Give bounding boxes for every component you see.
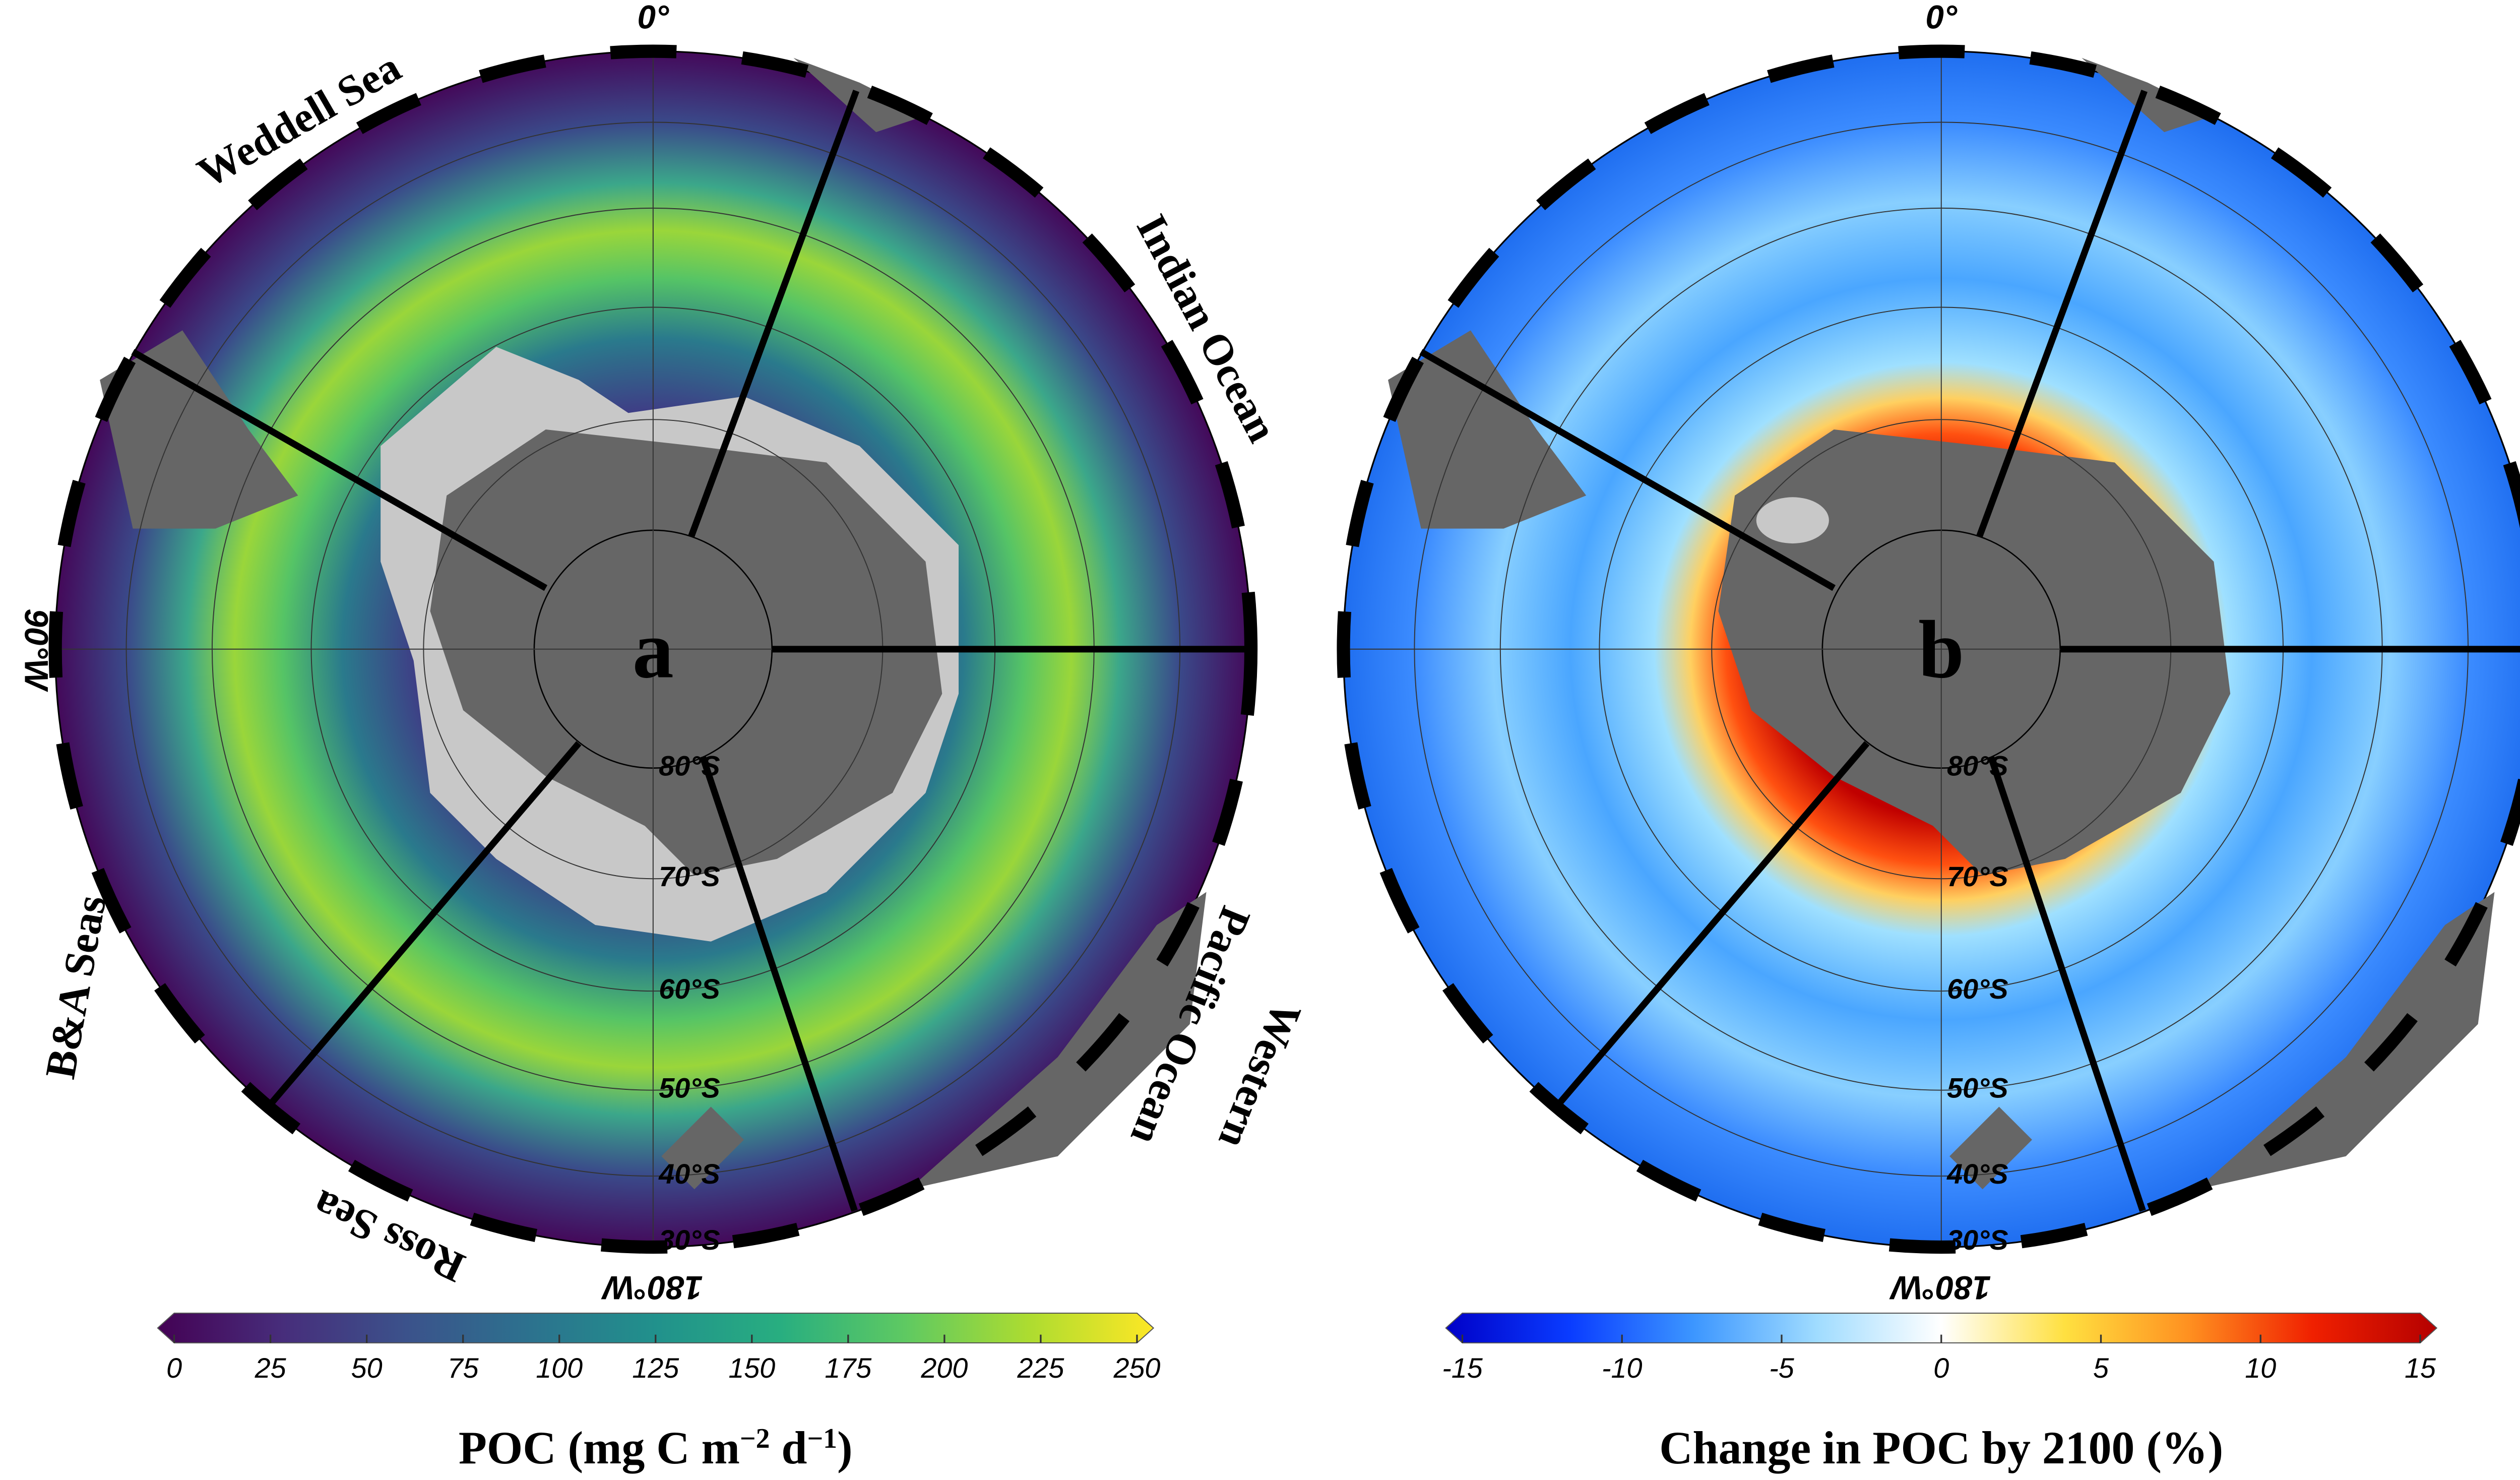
latitude-label: 50°S (1947, 1072, 2008, 1103)
colorbar-tick-label: 0 (166, 1352, 182, 1384)
colorbar-tick-label: 100 (536, 1352, 583, 1384)
colorbar-tick-label: -5 (1769, 1352, 1795, 1384)
colorbar-tick-label: 0 (1933, 1352, 1949, 1384)
latitude-label: 40°S (658, 1158, 720, 1190)
map-panel-a (48, 44, 1258, 1254)
meridian-label: 90°W (18, 608, 55, 692)
colorbar-title-part: POC (mg C m (459, 1422, 740, 1473)
latitude-label: 80°S (1947, 750, 2008, 781)
colorbar-tick-label: 175 (825, 1352, 872, 1384)
latitude-label: 60°S (659, 973, 720, 1005)
latitude-label: 70°S (1947, 861, 2008, 892)
colorbar-tick-label: 10 (2245, 1352, 2276, 1384)
panel-letter: a (633, 604, 674, 695)
colorbar-title: Change in POC by 2100 (%) (1659, 1422, 2223, 1473)
colorbar-title-part: Change in POC by 2100 (%) (1659, 1422, 2223, 1473)
colorbar-tick-label: 150 (728, 1352, 775, 1384)
colorbar-tick-label: 250 (1113, 1352, 1160, 1384)
latitude-label: 70°S (659, 861, 720, 892)
colorbar-title-part: ) (837, 1422, 853, 1473)
colorbar-tick-label: 5 (2093, 1352, 2109, 1384)
colorbar-tick-label: 25 (255, 1352, 287, 1384)
latitude-label: 50°S (659, 1072, 720, 1103)
colorbar-tick-label: -10 (1602, 1352, 1643, 1384)
region-label: B&A Seas (36, 892, 115, 1082)
colorbar-title-part: −1 (807, 1423, 837, 1454)
latitude-label: 80°S (659, 750, 720, 781)
meridian-label: 180°W (601, 1269, 703, 1306)
colorbar-title-part: d (770, 1422, 807, 1473)
colorbar-title: POC (mg C m−2 d−1) (459, 1422, 853, 1473)
latitude-label: 60°S (1947, 973, 2008, 1005)
meridian-label: 0° (1925, 0, 1957, 36)
colorbar-tick-label: -15 (1442, 1352, 1483, 1384)
colorbar-title-part: −2 (740, 1423, 770, 1454)
colorbar-tick-label: 225 (1017, 1352, 1064, 1384)
map-panel-b (1337, 44, 2520, 1254)
meridian-label: 180°W (1889, 1269, 1991, 1306)
latitude-label: 40°S (1946, 1158, 2008, 1190)
colorbar-tick-label: 50 (351, 1352, 383, 1384)
colorbar-tick-label: 125 (632, 1352, 679, 1384)
colorbar-tick-label: 200 (920, 1352, 968, 1384)
colorbar-tick-label: 15 (2405, 1352, 2436, 1384)
panel-letter: b (1918, 604, 1964, 695)
latitude-label: 30°S (659, 1224, 720, 1256)
colorbar-tick-label: 75 (448, 1352, 479, 1384)
region-label: Western (1209, 996, 1310, 1155)
latitude-label: 30°S (1947, 1224, 2008, 1256)
meridian-label: 0° (638, 0, 669, 36)
